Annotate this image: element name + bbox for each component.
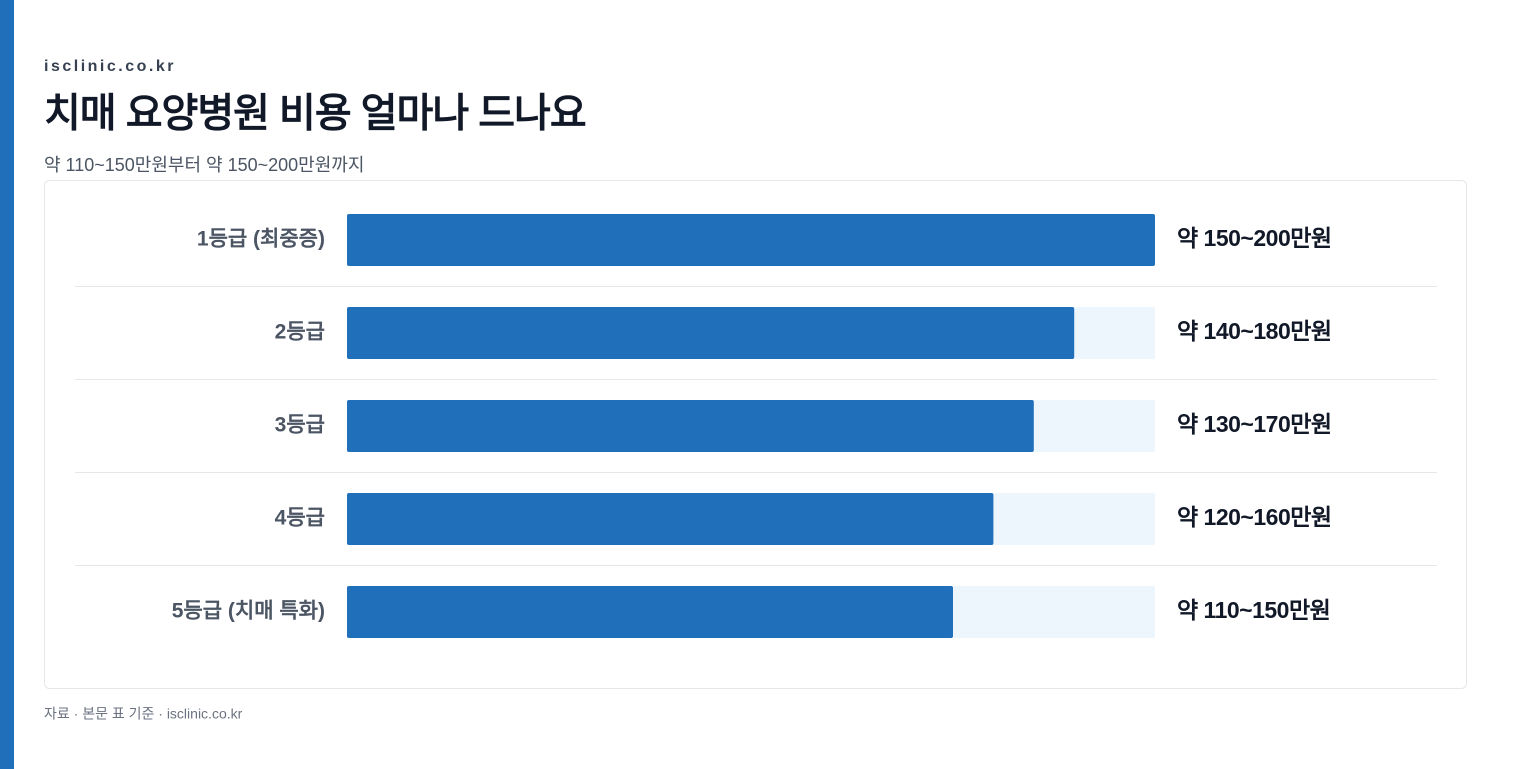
category-label: 3등급 xyxy=(275,414,325,437)
category-label: 2등급 xyxy=(275,321,325,344)
bar xyxy=(347,493,994,545)
category-label: 5등급 (치매 특화) xyxy=(172,600,325,623)
bar xyxy=(347,400,1034,452)
value-label: 약 120~160만원 xyxy=(1177,504,1332,530)
bar xyxy=(347,586,953,638)
bar xyxy=(347,214,1155,266)
value-label: 약 150~200만원 xyxy=(1177,225,1332,251)
footnote: 자료 · 본문 표 기준 · isclinic.co.kr xyxy=(44,706,243,722)
bar xyxy=(347,307,1075,359)
value-label: 약 130~170만원 xyxy=(1177,411,1332,437)
accent-stripe xyxy=(0,0,14,769)
chart-title: 치매 요양병원 비용 얼마나 드나요 xyxy=(44,92,586,136)
value-label: 약 110~150만원 xyxy=(1177,597,1330,623)
subtitle: 약 110~150만원부터 약 150~200만원까지 xyxy=(44,155,364,175)
value-label: 약 140~180만원 xyxy=(1177,318,1332,344)
category-label: 4등급 xyxy=(275,507,325,530)
category-label: 1등급 (최중증) xyxy=(197,228,325,251)
source: isclinic.co.kr xyxy=(44,58,176,75)
